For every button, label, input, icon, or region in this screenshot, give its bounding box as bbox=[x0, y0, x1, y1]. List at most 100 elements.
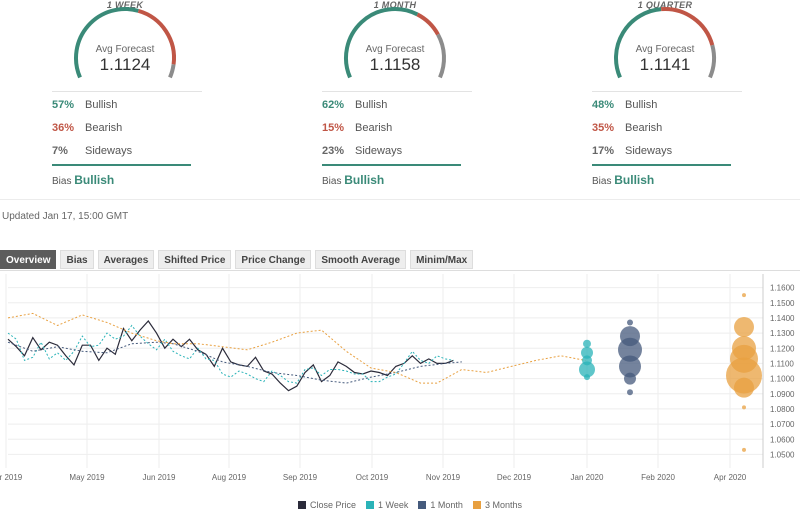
x-tick-label: Feb 2020 bbox=[641, 473, 675, 482]
avg-forecast-value: 1.1124 bbox=[99, 55, 151, 74]
forecast-bubble[interactable] bbox=[742, 405, 746, 410]
forecast-bubble[interactable] bbox=[734, 377, 754, 398]
bias-value: Bullish bbox=[614, 173, 655, 187]
tab-price-change[interactable]: Price Change bbox=[235, 250, 312, 269]
legend-close-price[interactable]: Close Price bbox=[298, 500, 356, 510]
y-tick-label: 1.0700 bbox=[770, 420, 795, 429]
x-tick-label: Jun 2019 bbox=[143, 473, 176, 482]
tab-shifted-price[interactable]: Shifted Price bbox=[158, 250, 232, 269]
forecast-bubble[interactable] bbox=[581, 346, 593, 359]
forecast-bubble[interactable] bbox=[734, 317, 754, 338]
bearish-arc bbox=[416, 12, 440, 36]
x-tick-label: May 2019 bbox=[69, 473, 105, 482]
legend-3-months[interactable]: 3 Months bbox=[472, 500, 522, 510]
swatch bbox=[298, 501, 307, 509]
x-tick-label: Dec 2019 bbox=[497, 473, 532, 482]
y-tick-label: 1.1400 bbox=[770, 314, 795, 323]
x-tick-label: Apr 2019 bbox=[0, 473, 23, 482]
tab-minim-max[interactable]: Minim/Max bbox=[410, 250, 474, 269]
avg-forecast-label: Avg Forecast bbox=[95, 44, 155, 55]
forecast-bubble[interactable] bbox=[742, 447, 746, 452]
avg-forecast-value: 1.1141 bbox=[639, 55, 691, 74]
forecast-bubble[interactable] bbox=[583, 339, 591, 348]
avg-forecast-label: Avg Forecast bbox=[635, 44, 695, 55]
sideways-label: Sideways bbox=[355, 145, 403, 157]
chart-tabs: Overview Bias Averages Shifted Price Pri… bbox=[0, 250, 474, 269]
series-line-close-price bbox=[7, 320, 454, 392]
bullish-arc bbox=[344, 7, 419, 79]
avg-forecast-label: Avg Forecast bbox=[365, 44, 425, 55]
forecast-bubble[interactable] bbox=[624, 372, 636, 385]
bias: Bias Bullish bbox=[592, 173, 654, 187]
forecast-bubble[interactable] bbox=[627, 319, 633, 326]
sideways-label: Sideways bbox=[85, 145, 133, 157]
tab-bias[interactable]: Bias bbox=[60, 250, 94, 269]
x-tick-label: Oct 2019 bbox=[356, 473, 389, 482]
sideways-label: Sideways bbox=[625, 145, 673, 157]
section-divider bbox=[0, 199, 800, 200]
bias: Bias Bullish bbox=[322, 173, 384, 187]
series-line-1-week bbox=[7, 324, 454, 384]
tab-smooth-average[interactable]: Smooth Average bbox=[315, 250, 407, 269]
bias-label: Bias bbox=[52, 176, 72, 187]
sentiment-gauge bbox=[614, 7, 716, 79]
bullish-label: Bullish bbox=[355, 99, 388, 111]
bullish-percent: 62% bbox=[322, 99, 345, 111]
tab-overview[interactable]: Overview bbox=[0, 250, 57, 269]
bias: Bias Bullish bbox=[52, 173, 114, 187]
bias-value: Bullish bbox=[74, 173, 115, 187]
forecast-bubble[interactable] bbox=[742, 293, 746, 298]
bearish-label: Bearish bbox=[625, 122, 663, 134]
y-tick-label: 1.1600 bbox=[770, 284, 795, 293]
bearish-arc bbox=[660, 7, 715, 46]
bullish-percent: 57% bbox=[52, 99, 75, 111]
x-tick-label: Apr 2020 bbox=[714, 473, 747, 482]
series-line-1-month bbox=[7, 341, 462, 384]
x-tick-label: Sep 2019 bbox=[283, 473, 318, 482]
bias-label: Bias bbox=[592, 176, 612, 187]
x-tick-label: Nov 2019 bbox=[426, 473, 461, 482]
x-tick-label: Aug 2019 bbox=[212, 473, 247, 482]
divider bbox=[322, 91, 472, 92]
tab-averages[interactable]: Averages bbox=[97, 250, 155, 269]
bias-divider bbox=[322, 164, 461, 166]
forecast-bubble[interactable] bbox=[584, 374, 590, 381]
bearish-row: 35% Bearish bbox=[592, 122, 662, 134]
gauge-period: 1 WEEK bbox=[106, 0, 144, 10]
y-tick-label: 1.0800 bbox=[770, 405, 795, 414]
forecast-bubble[interactable] bbox=[619, 355, 641, 378]
bullish-arc bbox=[614, 7, 662, 79]
forecast-bubble[interactable] bbox=[579, 361, 595, 378]
forecast-bubble[interactable] bbox=[627, 389, 633, 396]
y-tick-label: 1.1200 bbox=[770, 344, 795, 353]
bearish-percent: 15% bbox=[322, 122, 345, 134]
sideways-row: 23% Sideways bbox=[322, 145, 402, 157]
swatch bbox=[366, 501, 375, 509]
y-tick-label: 1.1000 bbox=[770, 375, 795, 384]
gauge-period: 1 MONTH bbox=[373, 0, 417, 10]
sideways-percent: 7% bbox=[52, 145, 68, 157]
bearish-label: Bearish bbox=[85, 122, 123, 134]
legend-1-month[interactable]: 1 Month bbox=[418, 500, 463, 510]
bearish-arc bbox=[137, 8, 176, 65]
y-tick-label: 1.1100 bbox=[770, 359, 794, 368]
bias-label: Bias bbox=[322, 176, 342, 187]
bearish-row: 15% Bearish bbox=[322, 122, 392, 134]
avg-forecast-value: 1.1158 bbox=[369, 55, 421, 74]
legend-1-week[interactable]: 1 Week bbox=[366, 500, 408, 510]
forecast-bubble[interactable] bbox=[618, 337, 642, 362]
sentiment-gauge bbox=[74, 7, 176, 79]
bearish-row: 36% Bearish bbox=[52, 122, 122, 134]
forecast-bubble[interactable] bbox=[582, 355, 592, 366]
sideways-arc bbox=[168, 64, 176, 79]
chart-legend: Close Price 1 Week 1 Month 3 Months bbox=[0, 500, 800, 510]
bullish-percent: 48% bbox=[592, 99, 615, 111]
y-tick-label: 1.1500 bbox=[770, 299, 795, 308]
bullish-label: Bullish bbox=[625, 99, 658, 111]
y-tick-label: 1.1300 bbox=[770, 329, 795, 338]
legend-label: 1 Month bbox=[430, 500, 463, 510]
y-tick-label: 1.0900 bbox=[770, 390, 795, 399]
legend-label: 3 Months bbox=[484, 500, 522, 510]
sideways-arc bbox=[436, 33, 446, 79]
bearish-label: Bearish bbox=[355, 122, 393, 134]
